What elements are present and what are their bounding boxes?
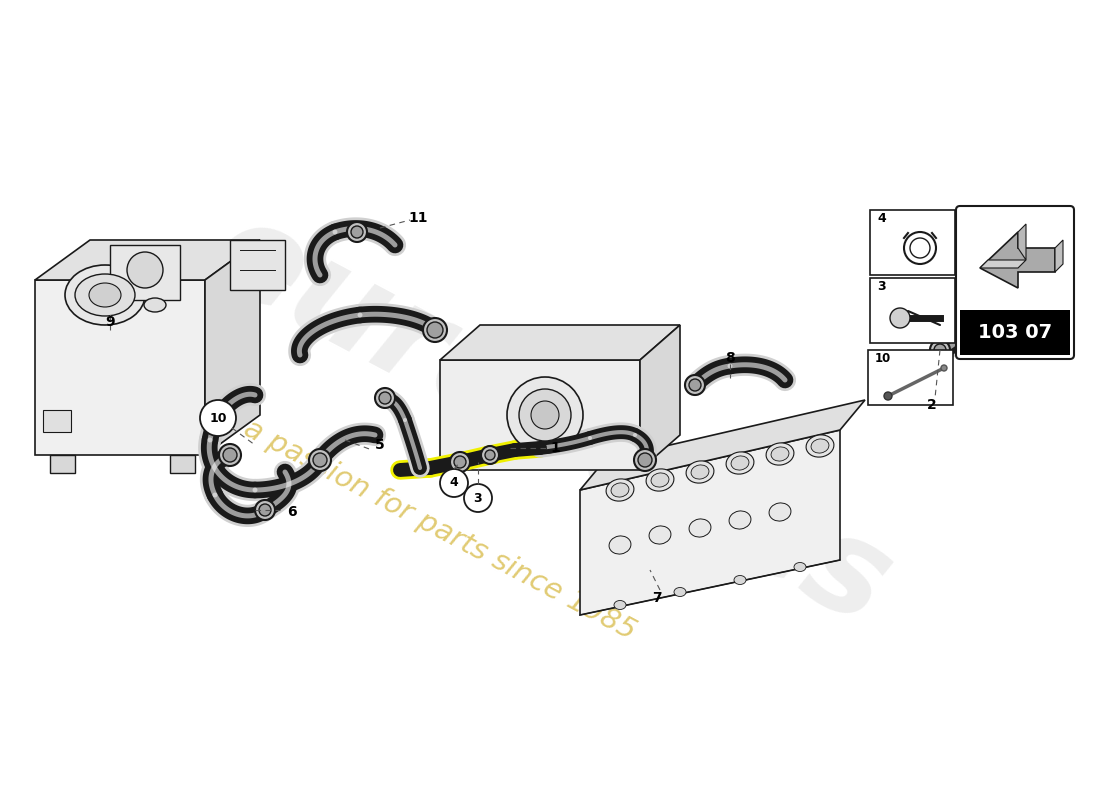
Circle shape [689, 379, 701, 391]
Circle shape [519, 389, 571, 441]
Polygon shape [580, 400, 865, 490]
Text: euroPares: euroPares [189, 188, 911, 652]
Circle shape [314, 453, 327, 467]
Circle shape [375, 388, 395, 408]
Ellipse shape [734, 575, 746, 585]
Circle shape [126, 252, 163, 288]
Polygon shape [440, 325, 680, 360]
Ellipse shape [612, 483, 629, 497]
Circle shape [223, 448, 236, 462]
Circle shape [934, 344, 946, 356]
Circle shape [531, 401, 559, 429]
Circle shape [634, 449, 656, 471]
Ellipse shape [771, 447, 789, 461]
Circle shape [930, 340, 950, 360]
Text: 3: 3 [474, 491, 482, 505]
Text: 2: 2 [927, 398, 937, 412]
Ellipse shape [766, 443, 794, 465]
Ellipse shape [75, 274, 135, 316]
Text: 10: 10 [209, 411, 227, 425]
Text: 8: 8 [725, 351, 735, 365]
Polygon shape [230, 240, 285, 290]
Circle shape [346, 222, 367, 242]
Text: 7: 7 [652, 591, 662, 605]
Text: 4: 4 [877, 212, 886, 225]
Ellipse shape [729, 511, 751, 529]
Polygon shape [980, 260, 1026, 268]
Circle shape [424, 318, 447, 342]
Circle shape [884, 392, 892, 400]
Circle shape [507, 377, 583, 453]
Bar [870, 278, 955, 343]
Text: 1: 1 [550, 441, 560, 455]
Bar [43, 410, 72, 432]
Circle shape [255, 500, 275, 520]
Bar [170, 455, 195, 473]
Ellipse shape [144, 298, 166, 312]
Polygon shape [1055, 240, 1063, 272]
Polygon shape [35, 280, 205, 455]
Circle shape [464, 484, 492, 512]
Text: 5: 5 [375, 438, 385, 452]
Circle shape [485, 450, 495, 460]
Polygon shape [980, 232, 1055, 288]
Polygon shape [640, 325, 680, 470]
Ellipse shape [806, 435, 834, 457]
Circle shape [219, 444, 241, 466]
Bar [870, 210, 955, 275]
Ellipse shape [769, 503, 791, 521]
Ellipse shape [691, 465, 708, 479]
Text: 11: 11 [408, 211, 428, 225]
Ellipse shape [646, 469, 674, 491]
Ellipse shape [674, 587, 686, 597]
Circle shape [940, 365, 947, 371]
Ellipse shape [609, 536, 631, 554]
Circle shape [379, 392, 390, 404]
Ellipse shape [689, 519, 711, 537]
Text: 4: 4 [450, 477, 459, 490]
Circle shape [454, 456, 466, 468]
Ellipse shape [651, 473, 669, 487]
Circle shape [450, 452, 470, 472]
Text: 3: 3 [877, 280, 886, 293]
Text: 10: 10 [874, 352, 891, 365]
Circle shape [685, 375, 705, 395]
Ellipse shape [606, 479, 634, 501]
Circle shape [890, 300, 910, 320]
Polygon shape [110, 245, 180, 300]
Polygon shape [205, 240, 260, 455]
Bar [868, 350, 953, 405]
Text: 9: 9 [106, 315, 114, 329]
Circle shape [351, 226, 363, 238]
Bar [960, 310, 1070, 355]
Ellipse shape [65, 265, 145, 325]
Polygon shape [440, 360, 640, 470]
Circle shape [894, 304, 906, 316]
Ellipse shape [726, 452, 754, 474]
Polygon shape [580, 430, 840, 615]
Text: 6: 6 [287, 505, 297, 519]
Circle shape [200, 400, 236, 436]
Ellipse shape [794, 562, 806, 571]
Ellipse shape [649, 526, 671, 544]
Circle shape [638, 453, 652, 467]
Bar [50, 455, 75, 473]
Circle shape [309, 449, 331, 471]
Polygon shape [35, 240, 260, 280]
Ellipse shape [811, 439, 829, 453]
Circle shape [427, 322, 443, 338]
Circle shape [481, 446, 499, 464]
Circle shape [890, 308, 910, 328]
Ellipse shape [89, 283, 121, 307]
Ellipse shape [686, 461, 714, 483]
Text: 103 07: 103 07 [978, 322, 1052, 342]
FancyBboxPatch shape [956, 206, 1074, 359]
Circle shape [440, 469, 467, 497]
Ellipse shape [732, 456, 749, 470]
Ellipse shape [614, 601, 626, 610]
Text: a passion for parts since 1985: a passion for parts since 1985 [239, 414, 641, 646]
Circle shape [258, 504, 271, 516]
Polygon shape [1018, 224, 1026, 260]
